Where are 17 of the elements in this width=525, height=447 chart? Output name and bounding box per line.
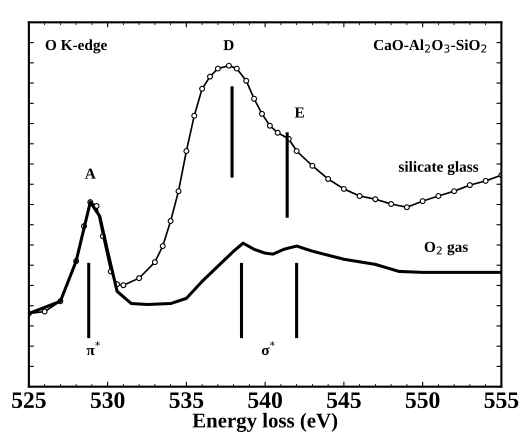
text: D	[223, 40, 234, 50]
x-tick-label: 535	[170, 392, 204, 408]
text: CaO-Al$_{2}$O$_{3}$-SiO$_{2}$	[374, 39, 486, 53]
annotation: π$^{*}$	[86, 341, 100, 356]
annotation: E	[294, 107, 304, 118]
x-tick-label: 540	[248, 392, 282, 408]
annotation: σ$^{*}$	[262, 341, 275, 356]
annotation: O$_{2}$ gas	[424, 242, 468, 256]
annotation: silicate glass	[398, 161, 478, 176]
x-tick-label: 530	[90, 392, 124, 408]
x-tick-label: 545	[327, 392, 361, 408]
x-tick-label: 525	[12, 392, 46, 408]
x-tick-label: 555	[484, 392, 518, 408]
annotation: A	[84, 168, 96, 179]
x-tick-label: 550	[406, 392, 440, 408]
x-axis-title: Energy loss (eV)	[192, 412, 338, 432]
text: O K-edge	[46, 39, 107, 54]
